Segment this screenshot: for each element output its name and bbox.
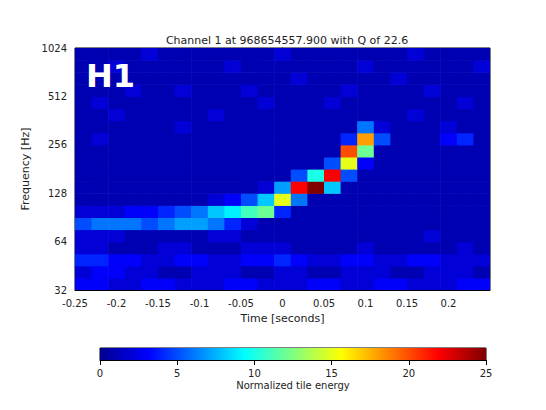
svg-text:0.15: 0.15 (396, 298, 418, 309)
svg-text:Normalized tile energy: Normalized tile energy (236, 380, 350, 391)
svg-text:64: 64 (54, 236, 67, 247)
svg-text:-0.1: -0.1 (190, 298, 210, 309)
svg-text:-0.15: -0.15 (145, 298, 171, 309)
svg-text:0.05: 0.05 (313, 298, 335, 309)
svg-text:10: 10 (248, 368, 261, 379)
svg-text:H1: H1 (86, 57, 135, 95)
svg-text:512: 512 (48, 91, 67, 102)
svg-text:0: 0 (279, 298, 285, 309)
svg-text:Time [seconds]: Time [seconds] (240, 312, 325, 325)
svg-text:0.2: 0.2 (441, 298, 457, 309)
svg-text:Frequency [Hz]: Frequency [Hz] (19, 128, 32, 211)
svg-text:128: 128 (48, 188, 67, 199)
svg-text:15: 15 (325, 368, 338, 379)
svg-text:0.1: 0.1 (358, 298, 374, 309)
svg-text:32: 32 (54, 285, 67, 296)
svg-text:-0.2: -0.2 (107, 298, 127, 309)
svg-text:20: 20 (402, 368, 415, 379)
svg-text:-0.05: -0.05 (228, 298, 254, 309)
svg-text:5: 5 (174, 368, 180, 379)
svg-text:0: 0 (97, 368, 103, 379)
svg-text:256: 256 (48, 139, 67, 150)
svg-text:Channel 1 at 968654557.900 wit: Channel 1 at 968654557.900 with Q of 22.… (166, 34, 408, 47)
svg-text:-0.25: -0.25 (62, 298, 88, 309)
svg-text:25: 25 (480, 368, 493, 379)
svg-text:1024: 1024 (42, 43, 67, 54)
